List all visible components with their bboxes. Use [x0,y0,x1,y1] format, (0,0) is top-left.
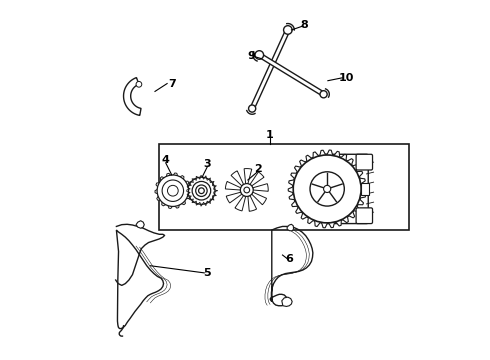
Circle shape [244,187,249,193]
Polygon shape [155,173,191,208]
FancyBboxPatch shape [356,154,372,170]
Circle shape [284,26,292,34]
Text: 9: 9 [247,51,255,61]
FancyBboxPatch shape [356,208,372,224]
Polygon shape [288,150,366,228]
Polygon shape [270,226,313,306]
Circle shape [286,28,290,32]
Circle shape [323,185,331,193]
Polygon shape [136,221,144,228]
Text: 4: 4 [162,156,170,165]
Text: 7: 7 [168,78,175,89]
Text: 2: 2 [254,164,261,174]
Text: 6: 6 [286,253,294,264]
Circle shape [248,105,256,112]
Polygon shape [250,29,290,109]
Circle shape [157,175,189,206]
Circle shape [162,180,184,202]
Circle shape [250,107,254,111]
Circle shape [255,51,264,59]
Circle shape [168,185,178,196]
Circle shape [321,92,326,96]
Text: 1: 1 [266,130,274,140]
Polygon shape [226,192,242,203]
Polygon shape [252,192,267,205]
Text: 5: 5 [204,268,211,278]
Polygon shape [287,224,294,231]
Text: 8: 8 [300,19,308,30]
Circle shape [257,53,262,57]
Bar [159,144,409,230]
Polygon shape [231,171,244,186]
Polygon shape [248,195,257,211]
Polygon shape [244,168,252,184]
Polygon shape [123,78,141,116]
Circle shape [241,184,253,197]
Circle shape [293,155,361,223]
Polygon shape [117,230,164,329]
Circle shape [196,185,207,197]
Polygon shape [225,181,241,190]
Polygon shape [253,184,268,191]
Polygon shape [282,297,292,306]
Bar [362,183,369,195]
Circle shape [192,181,211,200]
Polygon shape [250,172,264,186]
Text: 10: 10 [339,73,354,83]
Circle shape [310,172,344,206]
Circle shape [136,81,142,87]
Polygon shape [258,53,325,96]
Circle shape [188,177,215,204]
Text: 3: 3 [204,159,211,169]
Circle shape [198,188,204,194]
Circle shape [320,91,327,98]
Polygon shape [235,195,245,211]
FancyBboxPatch shape [322,154,368,224]
